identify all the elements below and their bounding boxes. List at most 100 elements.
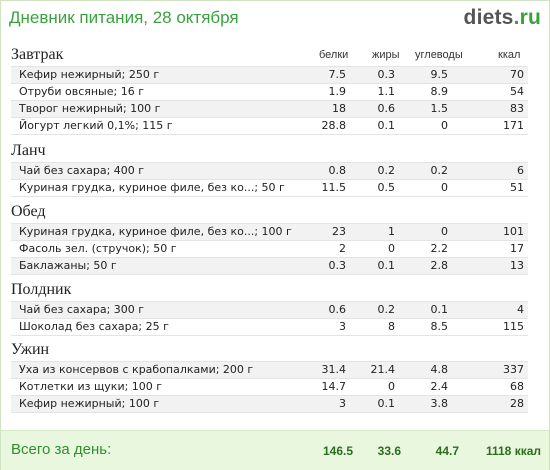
protein-value: 7.5 [328,68,347,81]
kcal-value: 28 [510,397,524,410]
fat-value: 0.3 [377,68,396,81]
kcal-value: 54 [510,85,524,98]
table-row: Уха из консервов с крабопалками; 200 г 3… [11,361,528,379]
column-headers: белки жиры углеводы ккал [1,49,549,63]
protein-value: 0.6 [328,303,347,316]
table-row: Творог нежирный; 100 г 18 0.6 1.5 83 [11,100,528,118]
carbs-value: 3.8 [430,397,449,410]
carbs-value: 8.9 [430,85,449,98]
carbs-value: 4.8 [430,363,449,376]
col-protein-header: белки [319,49,349,61]
food-name: Куриная грудка, куриное филе, без ко...;… [19,225,292,238]
food-name: Творог нежирный; 100 г [19,102,161,115]
protein-value: 0.8 [328,164,347,177]
food-name: Чай без сахара; 300 г [19,303,145,316]
col-kcal-header: ккал [498,49,521,61]
food-name: Котлетки из щуки; 100 г [19,380,163,393]
table-row: Чай без сахара; 300 г 0.6 0.2 0.1 4 [11,301,528,319]
total-protein: 146.5 [322,444,353,458]
fat-value: 0 [388,380,395,393]
fat-value: 0.1 [377,119,396,132]
table-row: Отруби овсяные; 16 г 1.9 1.1 8.9 54 [11,83,528,101]
logo-tld: .ru [513,6,541,29]
kcal-value: 101 [503,225,524,238]
meal-title-breakfast: Завтрак [11,46,64,63]
carbs-value: 1.5 [430,102,449,115]
carbs-value: 0 [441,119,448,132]
protein-value: 0.3 [328,259,347,272]
table-row: Кефир нежирный; 100 г 3 0.1 3.8 28 [11,395,528,413]
food-name: Куриная грудка, куриное филе, без ко...;… [19,181,285,194]
meal-title-lunch: Ланч [11,142,46,159]
kcal-value: 4 [517,303,524,316]
kcal-value: 115 [503,320,524,333]
carbs-value: 0.1 [430,303,449,316]
carbs-value: 9.5 [430,68,449,81]
fat-value: 0.2 [377,164,396,177]
table-row: Фасоль зел. (стручок); 50 г 2 0 2.2 17 [11,240,528,258]
food-name: Йогурт легкий 0,1%; 115 г [19,119,173,132]
food-name: Чай без сахара; 400 г [19,164,145,177]
table-row: Баклажаны; 50 г 0.3 0.1 2.8 13 [11,257,528,275]
fat-value: 0.1 [377,397,396,410]
kcal-value: 171 [503,119,524,132]
carbs-value: 0 [441,225,448,238]
protein-value: 14.7 [321,380,347,393]
protein-value: 3 [339,320,346,333]
table-row: Куриная грудка, куриное филе, без ко...;… [11,179,528,197]
protein-value: 1.9 [328,85,347,98]
kcal-value: 70 [510,68,524,81]
meal-title-supper: Ужин [11,341,50,358]
carbs-value: 2.2 [430,242,449,255]
table-row: Кефир нежирный; 250 г 7.5 0.3 9.5 70 [11,66,528,84]
table-row: Куриная грудка, куриное филе, без ко...;… [11,223,528,241]
fat-value: 0 [388,242,395,255]
kcal-value: 6 [517,164,524,177]
totals-label: Всего за день: [11,441,112,458]
table-row: Шоколад без сахара; 25 г 3 8 8.5 115 [11,318,528,336]
total-fat: 33.6 [377,444,401,458]
carbs-value: 2.4 [430,380,449,393]
site-logo[interactable]: diets.ru [464,6,541,30]
table-row: Йогурт легкий 0,1%; 115 г 28.8 0.1 0 171 [11,117,528,135]
col-fat-header: жиры [372,49,400,61]
fat-value: 1.1 [377,85,396,98]
fat-value: 0.2 [377,303,396,316]
food-name: Отруби овсяные; 16 г [19,85,144,98]
food-name: Фасоль зел. (стручок); 50 г [19,242,177,255]
fat-value: 0.6 [377,102,396,115]
fat-value: 8 [388,320,395,333]
page-title: Дневник питания, 28 октября [9,8,239,27]
food-name: Кефир нежирный; 100 г [19,397,160,410]
kcal-value: 68 [510,380,524,393]
kcal-value: 337 [503,363,524,376]
fat-value: 0.1 [377,259,396,272]
meal-title-snack: Полдник [11,281,72,298]
daily-totals: Всего за день: 146.5 33.6 44.7 1118 ккал [1,430,549,470]
protein-value: 31.4 [321,363,347,376]
carbs-value: 2.8 [430,259,449,272]
header: Дневник питания, 28 октября diets.ru [9,6,541,30]
kcal-value: 17 [510,242,524,255]
food-name: Кефир нежирный; 250 г [19,68,160,81]
protein-value: 18 [332,102,346,115]
fat-value: 0.5 [377,181,396,194]
food-name: Баклажаны; 50 г [19,259,117,272]
fat-value: 21.4 [370,363,396,376]
food-name: Шоколад без сахара; 25 г [19,320,169,333]
protein-value: 11.5 [321,181,347,194]
logo-main: diets [463,6,514,29]
total-carbs: 44.7 [435,444,459,458]
food-name: Уха из консервов с крабопалками; 200 г [19,363,254,376]
protein-value: 3 [339,397,346,410]
carbs-value: 8.5 [430,320,449,333]
col-carbs-header: углеводы [415,49,463,61]
total-kcal: 1118 ккал [485,444,541,458]
kcal-value: 51 [510,181,524,194]
table-row: Чай без сахара; 400 г 0.8 0.2 0.2 6 [11,162,528,180]
kcal-value: 83 [510,102,524,115]
fat-value: 1 [388,225,395,238]
carbs-value: 0 [441,181,448,194]
protein-value: 28.8 [321,119,347,132]
